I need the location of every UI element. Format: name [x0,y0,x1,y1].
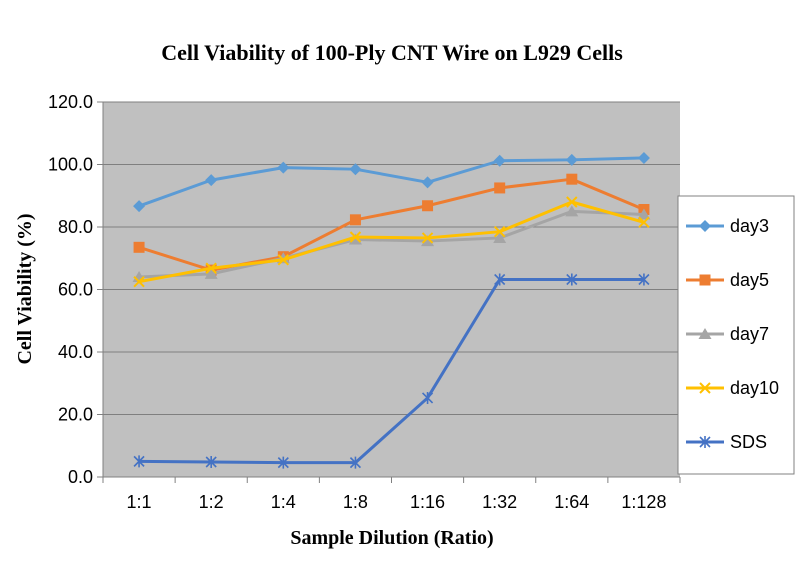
x-tick-labels: 1:1 1:2 1:4 1:8 1:16 1:32 1:64 1:128 [127,492,667,512]
y-tick-label: 0.0 [68,467,93,487]
legend: day3 day5 day7 day10 SDS [677,195,795,475]
data-point-day5 [349,214,361,226]
data-point-day7 [421,235,435,247]
data-point-SDS [205,456,217,468]
series-line-day3 [138,156,644,208]
data-point-SDS [566,273,578,286]
data-point-day7 [204,267,218,279]
series-day3 [133,151,650,213]
y-tick-label: 60.0 [58,280,93,300]
data-point-day10 [566,196,578,208]
data-point-day3 [133,200,146,213]
data-point-day3 [205,174,218,187]
data-point-day7 [348,233,362,245]
data-point-day3 [637,151,650,164]
x-tick-label: 1:1 [127,492,152,512]
legend-item-day10: day10 [686,378,779,398]
series-day10 [133,196,650,288]
data-point-day7 [637,208,651,220]
legend-item-day3: day3 [686,216,769,236]
x-tick-label: 1:128 [621,492,666,512]
data-point-day10 [133,275,145,288]
chart-title: Cell Viability of 100-Ply CNT Wire on L9… [161,40,623,65]
data-point-day5 [494,182,506,194]
legend-label: day10 [730,378,779,398]
data-point-SDS [421,391,434,404]
data-point-day3 [277,161,290,174]
data-point-day5 [133,241,145,253]
legend-item-SDS: SDS [686,432,767,452]
legend-marker [699,436,711,448]
x-tick-label: 1:16 [410,492,445,512]
data-point-day10 [205,262,217,274]
y-tick-label: 80.0 [58,217,93,237]
data-point-day10 [421,232,434,244]
series-SDS [133,273,650,469]
data-point-day10 [349,231,362,243]
data-point-day10 [493,225,506,238]
data-point-day3 [349,163,362,176]
data-point-day5 [566,173,578,185]
y-axis-title: Cell Viability (%) [14,213,36,364]
x-tick-label: 1:64 [554,492,589,512]
series-line-day7 [138,209,645,279]
data-point-SDS [349,456,362,469]
data-point-day10 [638,216,650,229]
y-tick-label: 20.0 [58,405,93,425]
data-point-SDS [638,273,650,286]
legend-item-day7: day7 [686,324,769,344]
data-point-day5 [422,200,434,212]
data-point-day7 [565,205,579,217]
data-point-day3 [421,176,434,189]
x-tick-label: 1:4 [271,492,296,512]
legend-label: day7 [730,324,769,344]
gridlines [97,101,680,478]
data-point-day10 [277,254,290,266]
data-point-day3 [565,153,578,166]
y-tick-labels: 0.0 20.0 40.0 60.0 80.0 100.0 120.0 [48,92,93,487]
data-point-SDS [494,273,506,286]
legend-marker [699,274,711,286]
legend-marker [699,382,711,394]
x-axis-title: Sample Dilution (Ratio) [290,527,493,549]
axes [102,102,681,483]
y-tick-label: 100.0 [48,155,93,175]
x-tick-label: 1:8 [343,492,368,512]
legend-label: day3 [730,216,769,236]
x-tick-label: 1:2 [199,492,224,512]
legend-marker [699,220,711,232]
y-tick-label: 120.0 [48,92,93,112]
data-point-day3 [493,154,506,167]
data-point-SDS [133,455,145,468]
legend-label: day5 [730,270,769,290]
series-line-SDS [139,278,644,465]
data-point-SDS [277,456,289,469]
series-group [132,151,651,469]
legend-label: SDS [730,432,767,452]
legend-marker [698,328,712,339]
x-tick-label: 1:32 [482,492,517,512]
y-tick-label: 40.0 [58,342,93,362]
data-point-day7 [493,231,507,243]
legend-item-day5: day5 [686,270,769,290]
series-line-day10 [138,200,645,284]
